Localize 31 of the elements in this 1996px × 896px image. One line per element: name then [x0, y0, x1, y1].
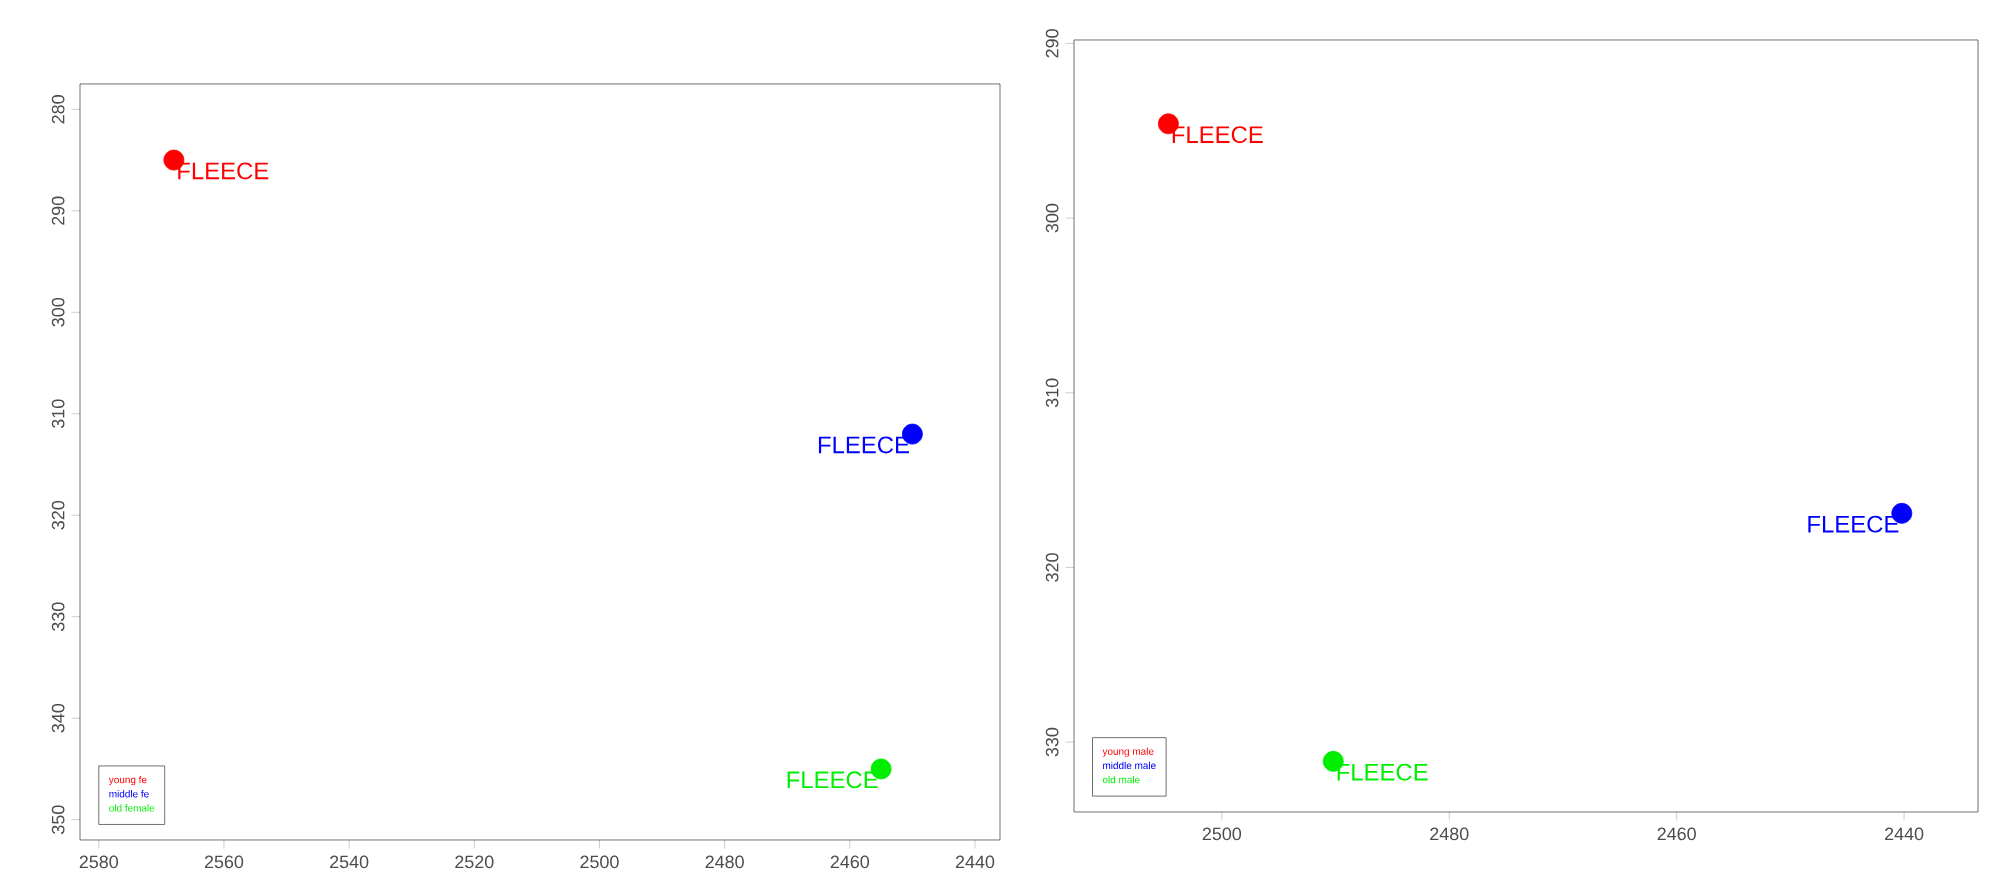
y-tick-label: 350: [51, 805, 65, 834]
annotation: FLEECE: [178, 162, 269, 180]
y-tick-label: 310: [51, 399, 65, 429]
x-tick-label: 2460: [830, 855, 870, 869]
x-tick-label: 2480: [705, 855, 744, 869]
annotation: FLEECE: [1172, 126, 1263, 144]
x-tick-label: 2520: [455, 855, 494, 869]
y-tick-label: 290: [1045, 29, 1059, 58]
x-tick-label: 2580: [79, 855, 119, 869]
y-tick-label: 330: [51, 602, 65, 631]
x-tick-label: 2440: [1885, 827, 1924, 841]
y-tick-label: 340: [51, 703, 65, 733]
x-tick-label: 2500: [580, 855, 619, 869]
annotation: FLEECE: [787, 771, 878, 789]
x-tick-label: 2560: [204, 855, 244, 869]
y-tick-label: 290: [51, 196, 65, 225]
x-tick-label: 2480: [1430, 827, 1469, 841]
y-tick-label: 310: [1045, 378, 1059, 408]
x-tick-label: 2500: [1202, 827, 1242, 841]
y-tick-label: 280: [51, 95, 65, 124]
y-tick-label: 300: [51, 298, 65, 327]
x-tick-label: 2440: [955, 855, 995, 869]
y-tick-label: 320: [1045, 553, 1059, 582]
x-tick-label: 2460: [1657, 827, 1696, 841]
y-tick-label: 300: [1045, 203, 1059, 233]
annotation: FLEECE: [1808, 515, 1899, 533]
annotation: FLEECE: [1337, 763, 1428, 781]
y-tick-label: 320: [51, 500, 65, 530]
annotation: FLEECE: [818, 436, 909, 454]
y-tick-label: 330: [1045, 727, 1059, 757]
x-tick-label: 2540: [330, 855, 369, 869]
